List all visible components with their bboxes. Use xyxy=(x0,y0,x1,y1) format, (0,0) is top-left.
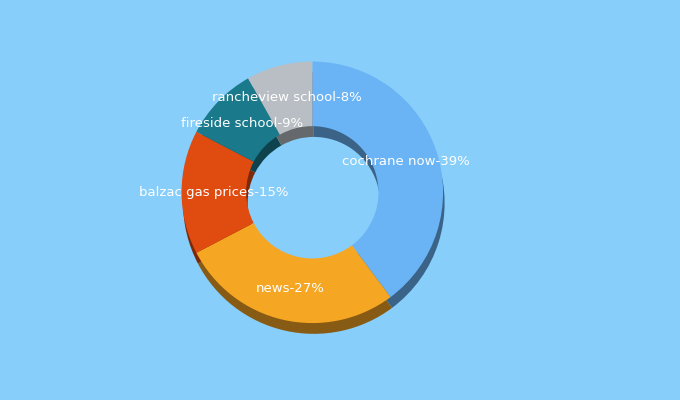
Wedge shape xyxy=(250,72,314,146)
Wedge shape xyxy=(248,62,312,135)
Text: balzac gas prices-15%: balzac gas prices-15% xyxy=(139,186,288,199)
Wedge shape xyxy=(197,223,390,323)
Text: news-27%: news-27% xyxy=(256,282,325,295)
Wedge shape xyxy=(314,72,445,308)
Wedge shape xyxy=(198,89,282,172)
Wedge shape xyxy=(312,62,443,297)
Wedge shape xyxy=(182,132,254,253)
Wedge shape xyxy=(197,78,280,162)
Wedge shape xyxy=(198,234,392,334)
Wedge shape xyxy=(183,142,255,264)
Text: rancheview school-8%: rancheview school-8% xyxy=(212,90,362,104)
Text: fireside school-9%: fireside school-9% xyxy=(180,117,303,130)
Text: cochrane now-39%: cochrane now-39% xyxy=(342,155,470,168)
